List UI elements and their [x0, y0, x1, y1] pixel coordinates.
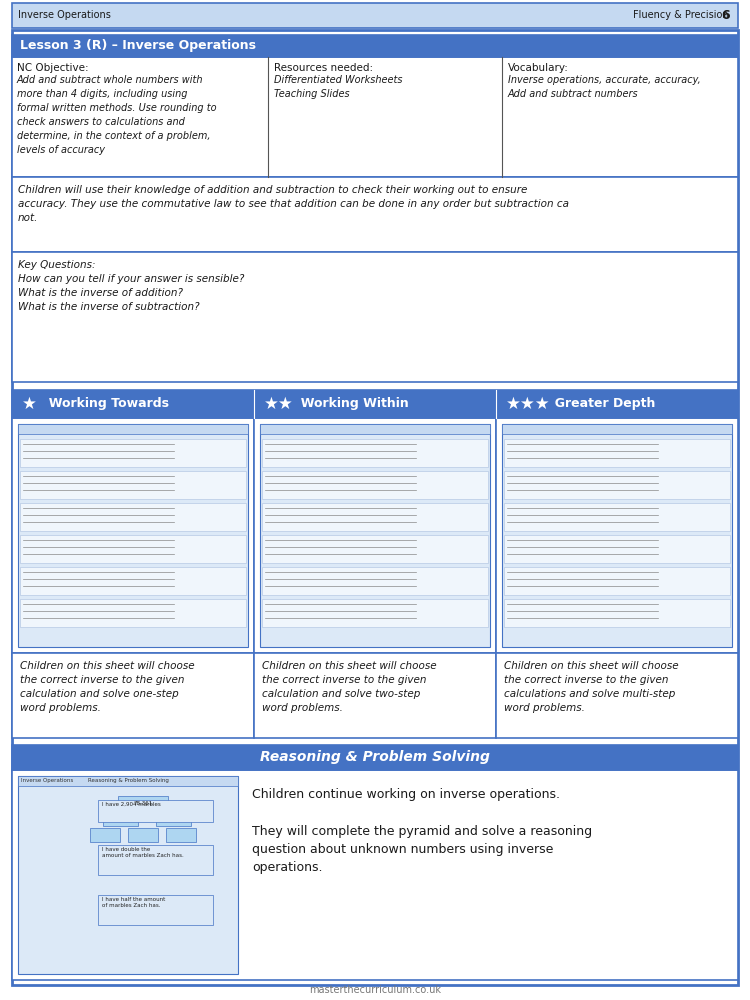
Bar	[504, 599, 730, 627]
Bar	[260, 424, 490, 647]
Bar	[12, 252, 738, 382]
Text: Inverse operations, accurate, accuracy,
Add and subtract numbers: Inverse operations, accurate, accuracy, …	[508, 75, 700, 99]
Bar	[18, 776, 238, 786]
Text: 78,361: 78,361	[134, 800, 153, 806]
Bar	[166, 828, 196, 842]
Bar	[90, 828, 120, 842]
Bar	[260, 424, 490, 434]
Text: Greater Depth: Greater Depth	[546, 397, 656, 410]
Text: Children on this sheet will choose
the correct inverse to the given
calculation : Children on this sheet will choose the c…	[20, 661, 195, 713]
Bar	[262, 567, 488, 595]
Text: Add and subtract whole numbers with
more than 4 digits, including using
formal w: Add and subtract whole numbers with more…	[17, 75, 217, 155]
Text: masterthecurriculum.co.uk: masterthecurriculum.co.uk	[309, 985, 441, 995]
Text: Differentiated Worksheets
Teaching Slides: Differentiated Worksheets Teaching Slide…	[274, 75, 403, 99]
Bar	[98, 845, 213, 875]
Text: ★: ★	[22, 395, 37, 413]
Bar	[12, 745, 738, 770]
Text: Reasoning & Problem Solving: Reasoning & Problem Solving	[88, 778, 169, 783]
Text: Children will use their knowledge of addition and subtraction to check their wor: Children will use their knowledge of add…	[18, 185, 569, 223]
Text: Resources needed:: Resources needed:	[274, 63, 374, 73]
Bar	[12, 177, 738, 252]
Bar	[254, 418, 496, 653]
Bar	[504, 535, 730, 563]
Text: Lesson 3 (R) – Inverse Operations: Lesson 3 (R) – Inverse Operations	[20, 39, 256, 52]
Text: Children continue working on inverse operations.: Children continue working on inverse ope…	[252, 788, 560, 801]
Bar	[12, 57, 738, 177]
Text: Reasoning & Problem Solving: Reasoning & Problem Solving	[260, 750, 490, 764]
Bar	[98, 895, 213, 925]
Text: I have half the amount
of marbles Zach has.: I have half the amount of marbles Zach h…	[102, 897, 165, 908]
Bar	[12, 3, 738, 28]
Text: Fluency & Precision: Fluency & Precision	[633, 10, 728, 20]
Bar	[504, 503, 730, 531]
Bar	[504, 439, 730, 467]
Text: 6: 6	[722, 9, 730, 22]
Bar	[254, 653, 496, 738]
Bar	[20, 599, 246, 627]
Bar	[12, 35, 738, 57]
Bar	[156, 812, 191, 826]
Text: NC Objective:: NC Objective:	[17, 63, 88, 73]
Bar	[262, 503, 488, 531]
Bar	[12, 653, 254, 738]
Text: Inverse Operations: Inverse Operations	[21, 778, 74, 783]
Text: Children on this sheet will choose
the correct inverse to the given
calculation : Children on this sheet will choose the c…	[262, 661, 436, 713]
Bar	[504, 567, 730, 595]
Bar	[128, 828, 158, 842]
Bar	[18, 424, 248, 647]
Bar	[502, 424, 732, 434]
Text: ★★★: ★★★	[506, 395, 550, 413]
Text: I have double the
amount of marbles Zach has.: I have double the amount of marbles Zach…	[102, 847, 184, 858]
Bar	[18, 776, 238, 974]
Bar	[98, 800, 213, 822]
Bar	[496, 653, 738, 738]
Bar	[262, 439, 488, 467]
Bar	[18, 424, 248, 434]
Text: Children on this sheet will choose
the correct inverse to the given
calculations: Children on this sheet will choose the c…	[504, 661, 679, 713]
Bar	[262, 535, 488, 563]
Bar	[502, 424, 732, 647]
Bar	[118, 796, 168, 810]
Bar	[12, 418, 254, 653]
Text: Working Towards: Working Towards	[40, 397, 169, 410]
Bar	[262, 599, 488, 627]
Bar	[496, 418, 738, 653]
Text: They will complete the pyramid and solve a reasoning
question about unknown numb: They will complete the pyramid and solve…	[252, 825, 592, 874]
Bar	[20, 439, 246, 467]
Text: I have 2,904 marbles: I have 2,904 marbles	[102, 802, 160, 807]
Bar	[20, 471, 246, 499]
Bar	[20, 567, 246, 595]
Text: Working Within: Working Within	[292, 397, 409, 410]
Text: Key Questions:
How can you tell if your answer is sensible?
What is the inverse : Key Questions: How can you tell if your …	[18, 260, 244, 312]
Text: ★★: ★★	[264, 395, 294, 413]
Text: Inverse Operations: Inverse Operations	[18, 10, 111, 20]
Bar	[20, 535, 246, 563]
Bar	[504, 471, 730, 499]
Bar	[20, 503, 246, 531]
Bar	[103, 812, 138, 826]
Bar	[12, 770, 738, 980]
Bar	[262, 471, 488, 499]
Text: Vocabulary:: Vocabulary:	[508, 63, 568, 73]
Bar	[12, 390, 738, 418]
